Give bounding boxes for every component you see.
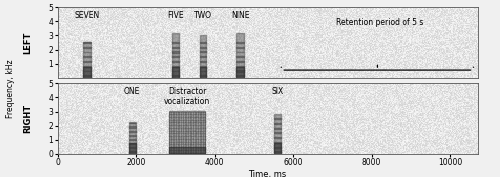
Text: RIGHT: RIGHT	[24, 104, 32, 133]
Bar	[83, 61, 91, 62]
Text: TWO: TWO	[194, 11, 212, 20]
Bar	[172, 61, 179, 62]
Text: SEVEN: SEVEN	[74, 11, 100, 20]
Bar	[172, 33, 179, 78]
Bar	[200, 52, 206, 53]
Bar	[274, 123, 281, 124]
Bar	[128, 122, 136, 123]
Bar	[128, 131, 136, 132]
Bar	[236, 56, 244, 57]
Bar	[170, 111, 204, 153]
Bar	[172, 52, 179, 53]
Bar	[274, 132, 281, 133]
Bar	[83, 47, 91, 48]
Bar	[200, 47, 206, 48]
Bar	[274, 114, 281, 154]
Bar	[200, 67, 206, 78]
Bar	[236, 42, 244, 43]
Bar	[172, 75, 179, 76]
Bar	[200, 61, 206, 62]
Bar	[200, 35, 206, 78]
Bar	[172, 67, 179, 78]
Bar	[170, 147, 204, 154]
Bar	[128, 151, 136, 152]
Bar	[128, 123, 136, 154]
Bar	[128, 139, 136, 140]
Bar	[236, 67, 244, 78]
Bar	[200, 71, 206, 72]
Bar	[172, 47, 179, 48]
Bar	[83, 67, 91, 78]
X-axis label: Time, ms: Time, ms	[248, 170, 286, 177]
Bar	[236, 75, 244, 76]
Bar	[128, 126, 136, 127]
Bar	[274, 118, 281, 119]
Bar	[83, 42, 91, 78]
Bar	[200, 75, 206, 76]
Bar	[83, 66, 91, 67]
Bar	[236, 47, 244, 48]
Bar	[83, 71, 91, 72]
Text: ONE: ONE	[124, 87, 140, 96]
Bar	[274, 143, 281, 154]
Bar	[236, 70, 244, 72]
Bar	[83, 42, 91, 43]
Bar	[236, 66, 244, 67]
Bar	[274, 151, 281, 152]
Text: Retention period of 5 s: Retention period of 5 s	[336, 18, 423, 27]
Bar	[172, 56, 179, 57]
Text: Frequency, kHz: Frequency, kHz	[6, 59, 15, 118]
Bar	[236, 61, 244, 62]
Text: SIX: SIX	[271, 87, 283, 96]
Bar	[172, 42, 179, 43]
Text: Distractor
vocalization: Distractor vocalization	[164, 87, 210, 106]
Bar	[128, 143, 136, 154]
Bar	[128, 143, 136, 144]
Text: LEFT: LEFT	[24, 31, 32, 54]
Text: FIVE: FIVE	[167, 11, 184, 20]
Bar	[83, 56, 91, 57]
Bar	[274, 128, 281, 129]
Bar	[172, 66, 179, 67]
Bar	[274, 147, 281, 148]
Bar	[274, 137, 281, 138]
Bar	[128, 147, 136, 148]
Bar	[200, 66, 206, 67]
Bar	[128, 135, 136, 136]
Bar	[200, 56, 206, 57]
Bar	[236, 33, 244, 78]
Text: NINE: NINE	[231, 11, 250, 20]
Bar	[274, 142, 281, 143]
Bar	[172, 70, 179, 72]
Bar	[83, 75, 91, 76]
Bar	[200, 42, 206, 43]
